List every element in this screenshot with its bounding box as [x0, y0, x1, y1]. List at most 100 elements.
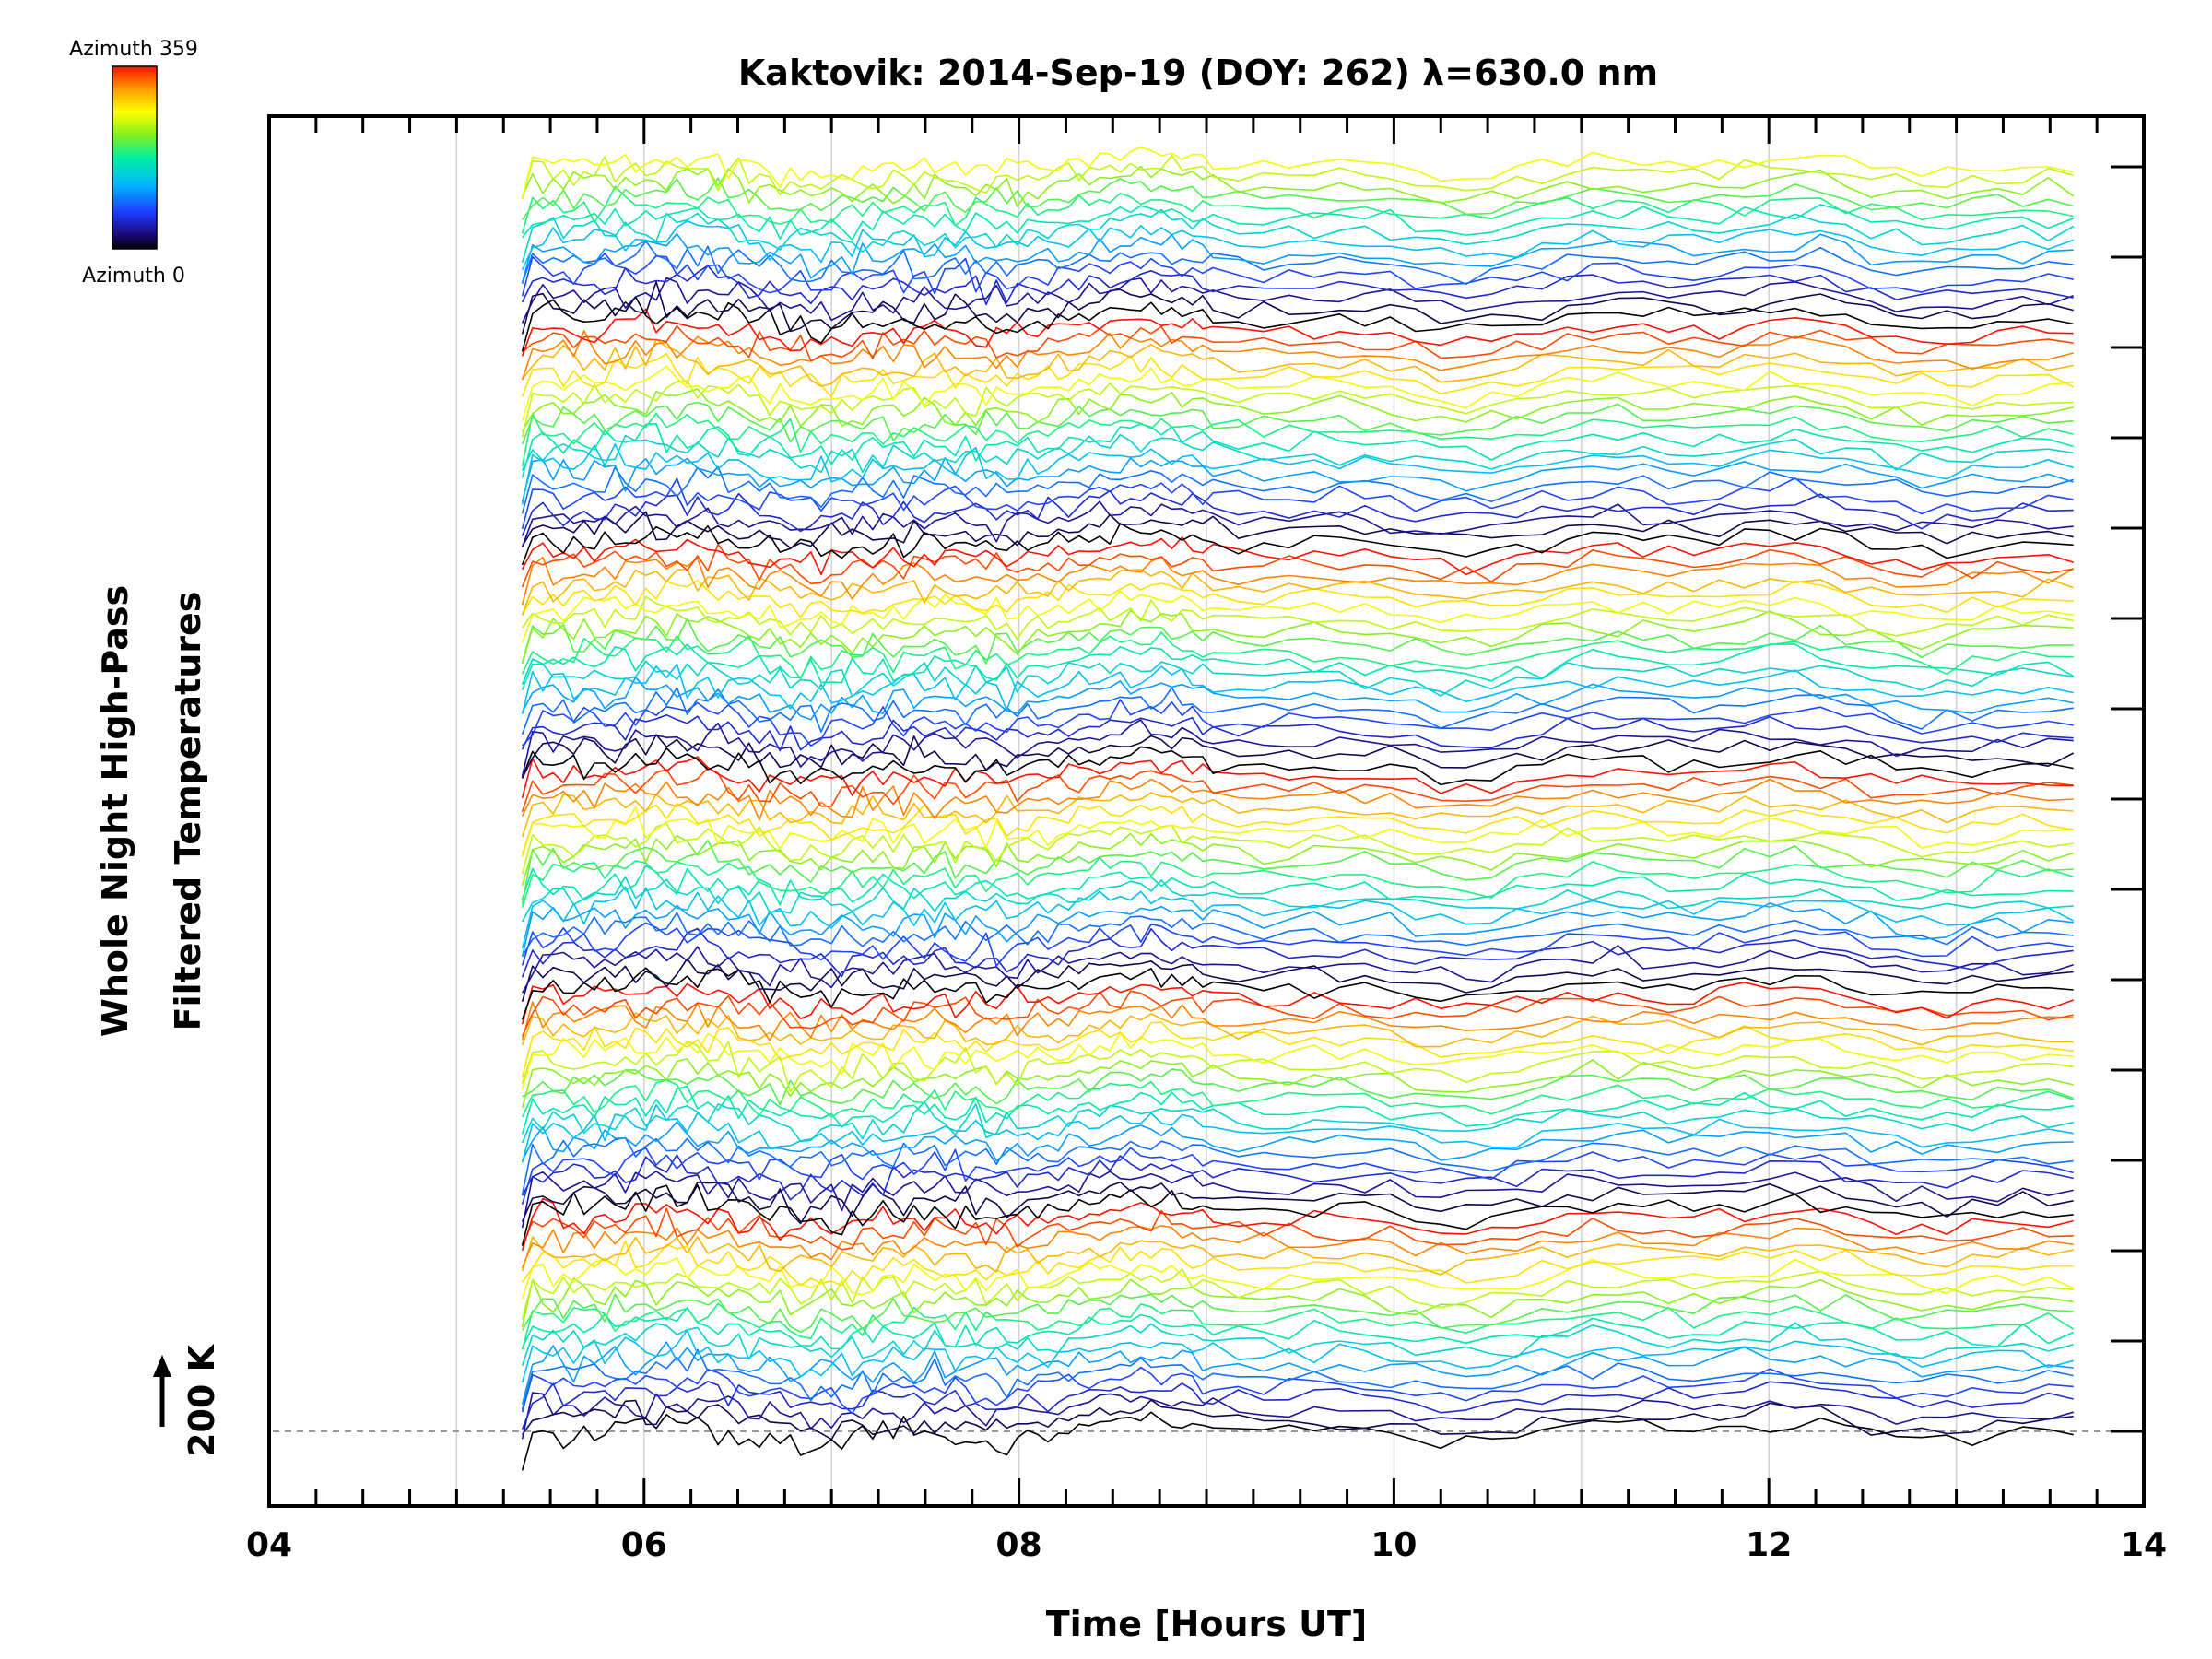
- trace-41: [521, 958, 2074, 1003]
- trace-24: [521, 1147, 2074, 1206]
- scale-bar-arrowhead: [153, 1355, 171, 1377]
- trace-113: [521, 154, 2074, 199]
- trace-99: [521, 308, 2074, 357]
- trace-43: [521, 927, 2074, 978]
- trace-34: [521, 1031, 2074, 1089]
- colorbar: Azimuth 359 Azimuth 0: [69, 38, 198, 288]
- trace-92: [521, 388, 2074, 432]
- trace-91: [521, 401, 2074, 445]
- trace-85: [521, 465, 2074, 514]
- trace-42: [521, 945, 2074, 994]
- trace-22: [521, 1171, 2074, 1229]
- trace-74: [521, 590, 2074, 643]
- trace-66: [521, 676, 2074, 721]
- trace-47: [521, 886, 2075, 949]
- trace-61: [521, 734, 2075, 779]
- scale-bar: 200 K: [153, 1343, 222, 1457]
- trace-68: [521, 658, 2074, 698]
- trace-104: [521, 253, 2074, 297]
- trace-59: [521, 756, 2074, 799]
- trace-52: [521, 832, 2074, 887]
- trace-55: [521, 803, 2074, 855]
- trace-106: [521, 232, 2074, 283]
- trace-81: [521, 511, 2074, 549]
- trace-84: [521, 477, 2074, 530]
- trace-95: [521, 352, 2075, 398]
- trace-93: [521, 380, 2074, 438]
- axis-ticks: [267, 116, 2146, 1506]
- trace-97: [521, 330, 2074, 381]
- trace-45: [521, 912, 2074, 958]
- scale-bar-label: 200 K: [182, 1343, 222, 1457]
- trace-90: [521, 412, 2074, 467]
- trace-69: [521, 643, 2075, 690]
- trace-77: [521, 556, 2075, 606]
- trace-7: [521, 1329, 2074, 1383]
- trace-67: [521, 663, 2074, 714]
- trace-8: [521, 1322, 2074, 1367]
- trace-51: [521, 839, 2074, 904]
- trace-103: [521, 265, 2074, 306]
- trace-16: [521, 1236, 2074, 1276]
- trace-26: [521, 1121, 2074, 1162]
- trace-38: [521, 990, 2074, 1037]
- trace-102: [521, 276, 2074, 324]
- trace-62: [521, 719, 2074, 777]
- trace-27: [521, 1104, 2074, 1163]
- trace-37: [521, 1001, 2074, 1041]
- trace-17: [521, 1225, 2074, 1268]
- trace-1: [521, 1399, 2074, 1441]
- trace-28: [521, 1100, 2074, 1144]
- trace-53: [521, 822, 2074, 875]
- trace-80: [521, 523, 2074, 566]
- trace-110: [521, 185, 2074, 234]
- trace-3: [521, 1381, 2074, 1430]
- y-axis-label-line1: Whole Night High-Pass: [95, 585, 135, 1037]
- trace-71: [521, 618, 2074, 665]
- x-tick-label-04: 04: [246, 1526, 292, 1564]
- trace-83: [521, 489, 2074, 536]
- colorbar-bottom-label: Azimuth 0: [82, 265, 185, 288]
- trace-18: [521, 1207, 2074, 1251]
- y-axis-label-line2: Filtered Temperatures: [168, 592, 208, 1031]
- x-tick-label-14: 14: [2121, 1526, 2167, 1564]
- trace-96: [521, 338, 2074, 387]
- trace-49: [521, 865, 2074, 906]
- trace-0: [521, 1411, 2074, 1471]
- trace-88: [521, 433, 2074, 474]
- trace-20: [521, 1184, 2074, 1246]
- trace-76: [521, 568, 2074, 616]
- trace-39: [521, 982, 2074, 1025]
- trace-57: [521, 778, 2074, 821]
- chart-title: Kaktovik: 2014-Sep-19 (DOY: 262) λ=630.0…: [738, 53, 1658, 93]
- trace-21: [521, 1181, 2074, 1225]
- trace-40: [521, 967, 2074, 1020]
- trace-5: [521, 1348, 2074, 1410]
- x-tick-label-06: 06: [621, 1526, 667, 1564]
- trace-79: [521, 536, 2074, 576]
- trace-35: [521, 1021, 2074, 1078]
- trace-78: [521, 543, 2074, 588]
- trace-87: [521, 443, 2074, 505]
- trace-72: [521, 609, 2074, 665]
- trace-114: [521, 146, 2074, 198]
- trace-98: [522, 324, 2074, 362]
- trace-23: [521, 1154, 2074, 1201]
- trace-44: [521, 922, 2074, 967]
- trace-64: [522, 699, 2074, 747]
- trace-108: [521, 208, 2075, 264]
- trace-112: [521, 165, 2075, 207]
- trace-29: [521, 1085, 2074, 1135]
- trace-89: [521, 422, 2074, 478]
- trace-54: [521, 806, 2074, 858]
- trace-25: [521, 1136, 2074, 1195]
- x-axis-label: Time [Hours UT]: [1046, 1604, 1368, 1644]
- x-tick-label-10: 10: [1371, 1526, 1417, 1564]
- trace-73: [521, 595, 2074, 641]
- trace-46: [521, 902, 2074, 958]
- trace-11: [521, 1293, 2074, 1334]
- trace-60: [521, 746, 2074, 786]
- colorbar-gradient: [112, 65, 158, 250]
- trace-15: [521, 1240, 2074, 1287]
- trace-10: [521, 1302, 2075, 1350]
